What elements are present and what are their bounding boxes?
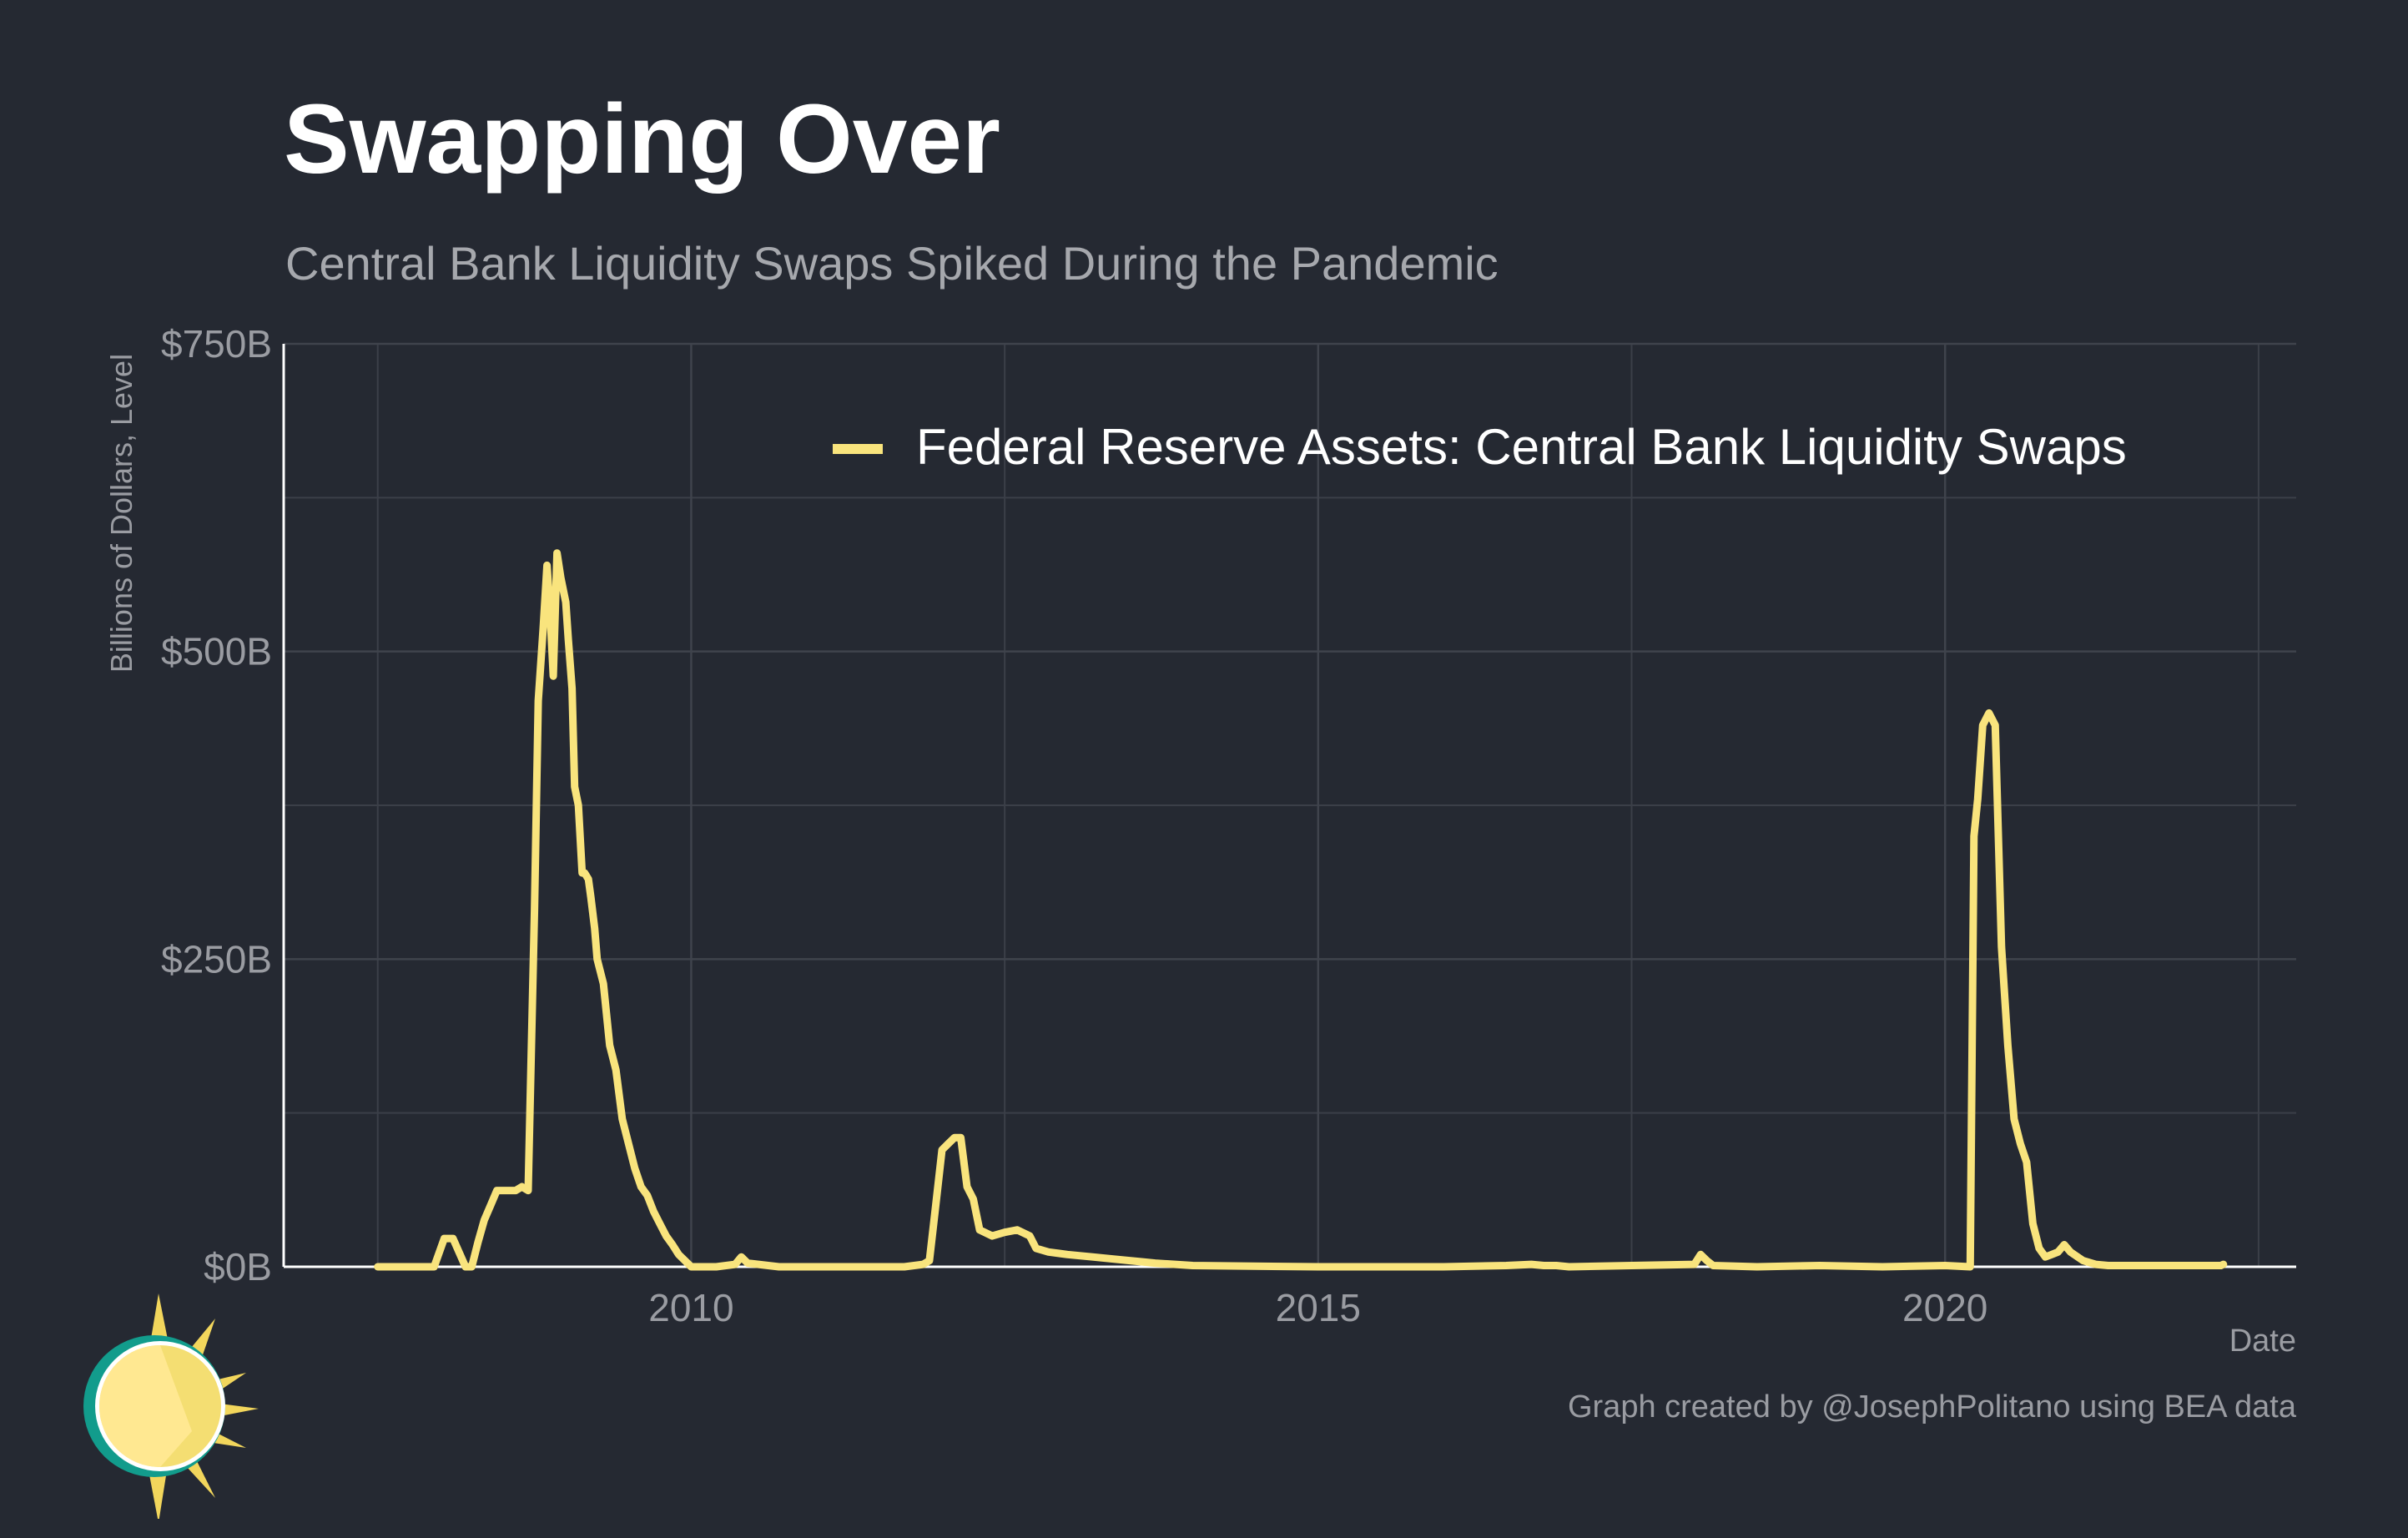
- source-caption: Graph created by @JosephPolitano using B…: [1567, 1389, 2296, 1425]
- series-line-0: [374, 549, 2228, 1271]
- sun-logo-icon: [83, 1293, 259, 1519]
- chart-subtitle: Central Bank Liquidity Swaps Spiked Duri…: [285, 237, 1499, 290]
- y-tick-label: $750B: [161, 322, 272, 366]
- y-tick-label: $0B: [204, 1245, 272, 1288]
- y-tick-label: $250B: [161, 937, 272, 981]
- x-axis-label: Date: [2229, 1324, 2296, 1359]
- y-tick-label: $500B: [161, 630, 272, 673]
- series-lines: [374, 549, 2228, 1271]
- x-tick-label: 2010: [648, 1286, 733, 1329]
- legend-label: Federal Reserve Assets: Central Bank Liq…: [916, 419, 2127, 475]
- x-tick-label: 2015: [1276, 1286, 1361, 1329]
- x-tick-label: 2020: [1902, 1286, 1987, 1329]
- tick-labels: $0B $250B $500B $750B 2010 2015 2020: [161, 322, 1987, 1329]
- legend: Federal Reserve Assets: Central Bank Liq…: [833, 419, 2127, 475]
- chart-title: Swapping Over: [284, 84, 1000, 194]
